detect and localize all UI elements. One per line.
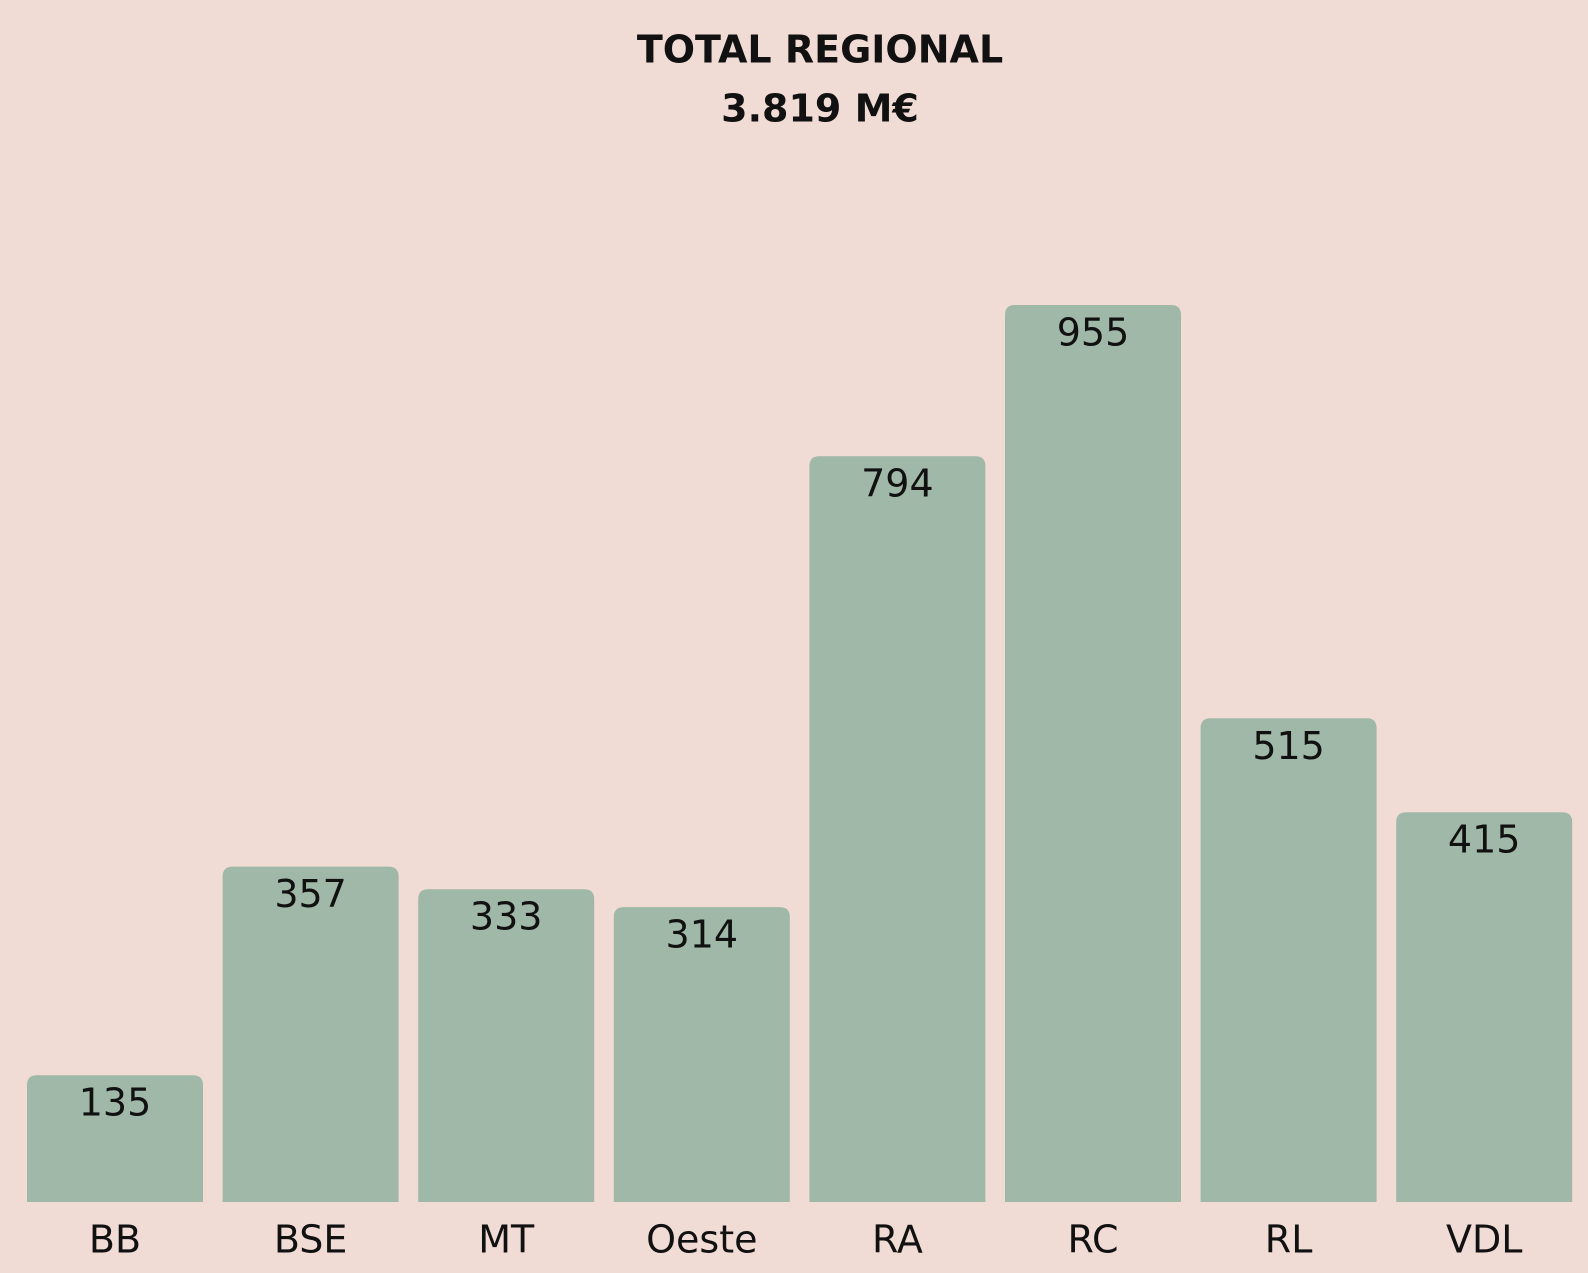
x-tick-label: MT xyxy=(478,1218,535,1262)
value-label: 955 xyxy=(1057,311,1130,355)
bar xyxy=(809,456,986,1202)
value-label: 794 xyxy=(861,462,934,506)
bar xyxy=(1005,305,1181,1202)
x-tick-label: RA xyxy=(872,1218,923,1262)
x-tick-label: RL xyxy=(1265,1218,1313,1262)
x-tick-label: BB xyxy=(89,1218,141,1262)
x-tick-label: RC xyxy=(1067,1218,1118,1262)
bar xyxy=(613,907,790,1202)
value-label: 515 xyxy=(1252,724,1325,768)
value-label: 357 xyxy=(274,872,347,916)
value-label: 415 xyxy=(1448,818,1521,862)
chart-title: TOTAL REGIONAL xyxy=(637,28,1003,72)
bar xyxy=(27,1075,203,1202)
value-label: 314 xyxy=(666,913,739,957)
x-tick-label: Oeste xyxy=(646,1218,757,1262)
value-label: 135 xyxy=(79,1081,152,1125)
chart-subtitle: 3.819 M€ xyxy=(721,87,919,131)
value-label: 333 xyxy=(470,895,543,939)
bar xyxy=(1396,812,1573,1202)
x-tick-label: VDL xyxy=(1446,1218,1522,1262)
x-tick-label: BSE xyxy=(274,1218,348,1262)
bar xyxy=(418,889,595,1202)
bar xyxy=(1200,718,1377,1202)
bar xyxy=(222,866,399,1202)
